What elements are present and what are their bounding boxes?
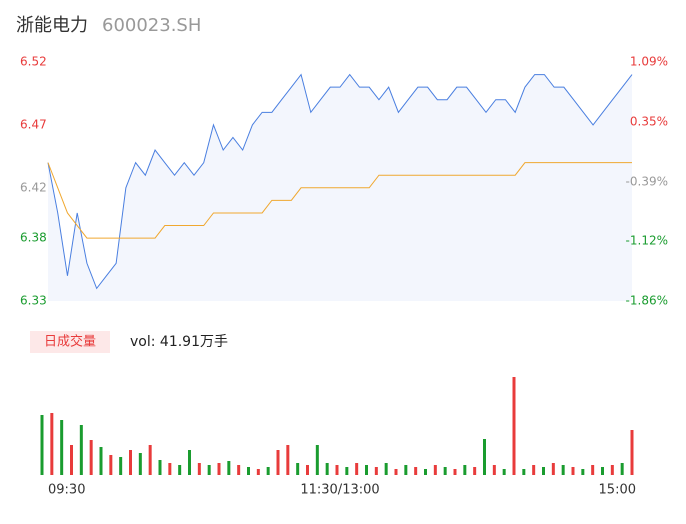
volume-bar	[168, 463, 172, 475]
volume-bar	[532, 465, 536, 475]
y2-tick-label: 1.09%	[630, 55, 668, 69]
volume-bar	[99, 447, 103, 475]
volume-bar	[571, 467, 575, 475]
volume-bar	[40, 415, 44, 475]
volume-bar	[119, 457, 123, 475]
volume-annotation: vol: 41.91万手	[130, 334, 228, 350]
volume-bar	[315, 445, 319, 475]
volume-bar	[561, 465, 565, 475]
volume-bar	[365, 465, 368, 475]
volume-bar	[345, 467, 349, 475]
x-tick-label: 11:30/13:00	[300, 483, 379, 498]
y-tick-label: 6.52	[20, 55, 47, 69]
volume-bar	[512, 377, 516, 475]
volume-bar	[620, 463, 624, 475]
volume-bar	[404, 465, 408, 475]
volume-bar	[286, 445, 290, 475]
volume-bar	[581, 469, 585, 475]
y-tick-label: 6.42	[20, 180, 47, 194]
y2-tick-label: -1.86%	[626, 294, 668, 308]
volume-bar	[138, 453, 142, 475]
volume-bar	[424, 469, 427, 475]
y2-tick-label: 0.35%	[630, 114, 668, 128]
y-tick-label: 6.38	[20, 231, 47, 245]
y-tick-label: 6.33	[20, 294, 47, 308]
volume-bar	[502, 469, 506, 475]
volume-bar	[374, 467, 378, 475]
volume-bar	[276, 450, 280, 475]
volume-bar	[256, 469, 260, 475]
x-tick-label: 09:30	[48, 483, 85, 498]
price-line	[47, 73, 633, 290]
volume-bar	[522, 469, 526, 475]
volume-bar	[50, 413, 54, 475]
volume-bar	[217, 463, 221, 475]
volume-bar	[197, 463, 201, 475]
volume-bar	[178, 465, 182, 475]
volume-legend: 日成交量	[44, 334, 96, 350]
volume-bar	[443, 467, 447, 475]
volume-bar	[355, 463, 359, 475]
average-line	[47, 162, 632, 239]
volume-bar	[296, 463, 300, 475]
volume-bar	[266, 467, 270, 475]
stock-name: 浙能电力	[16, 15, 88, 36]
y2-tick-label: -1.12%	[626, 234, 668, 248]
volume-bar	[227, 461, 231, 475]
volume-bar	[129, 450, 132, 475]
volume-bar	[188, 450, 191, 475]
volume-bar	[610, 465, 614, 475]
volume-bar	[483, 439, 486, 475]
volume-bar	[247, 467, 250, 475]
x-tick-label: 15:00	[599, 483, 636, 498]
volume-bar	[306, 465, 309, 475]
volume-bar	[109, 455, 113, 475]
volume-bar	[158, 460, 162, 475]
volume-bar	[414, 467, 418, 475]
volume-bar	[433, 465, 437, 475]
volume-bar	[551, 463, 555, 475]
volume-bar	[325, 463, 329, 475]
y-tick-label: 6.47	[20, 117, 47, 131]
volume-legend-box	[30, 331, 110, 353]
volume-bar	[335, 465, 339, 475]
volume-bar	[89, 440, 93, 475]
volume-bar	[207, 465, 211, 475]
volume-bar	[601, 467, 604, 475]
volume-bar	[394, 469, 398, 475]
stock-code: 600023.SH	[102, 15, 201, 36]
volume-bar	[630, 430, 634, 475]
volume-bar	[453, 469, 457, 475]
volume-bar	[60, 420, 64, 475]
volume-bar	[473, 467, 477, 475]
volume-bar	[148, 445, 152, 475]
volume-bar	[384, 463, 388, 475]
volume-bar	[79, 425, 83, 475]
volume-bar	[542, 467, 545, 475]
volume-bar	[463, 465, 467, 475]
volume-bar	[591, 465, 595, 475]
volume-bar	[492, 465, 496, 475]
volume-bar	[237, 465, 241, 475]
y2-tick-label: -0.39%	[626, 174, 668, 188]
volume-bar	[70, 445, 73, 475]
